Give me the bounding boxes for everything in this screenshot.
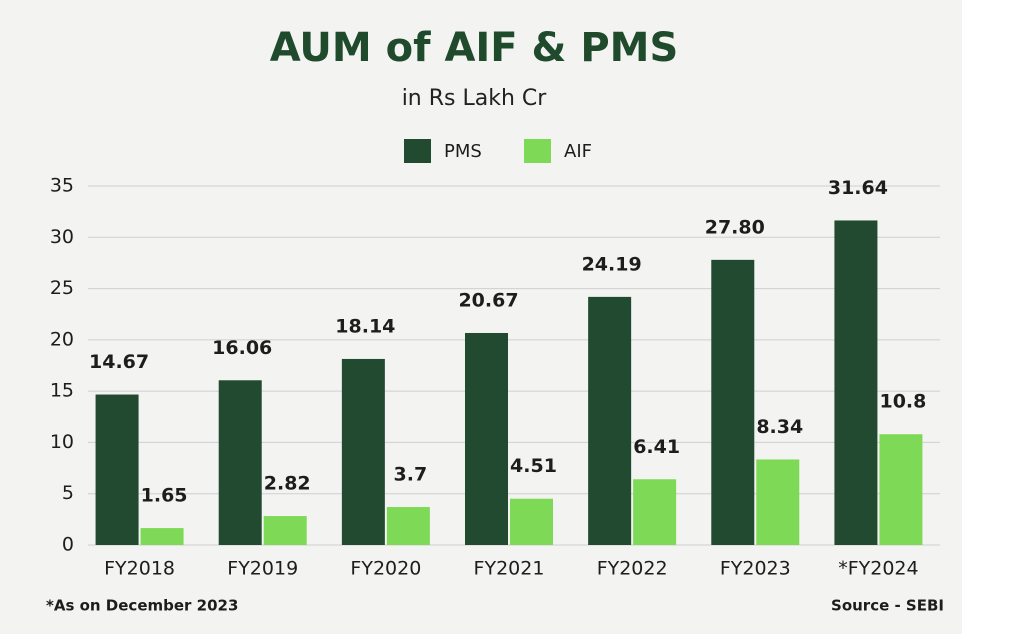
value-label: 10.8 [879,391,926,413]
y-tick-label: 0 [62,534,74,556]
legend-label: PMS [444,141,482,162]
value-label: 20.67 [458,289,518,311]
x-tick-label: FY2018 [104,558,175,580]
bar [711,259,755,545]
bar [386,507,430,545]
y-tick-label: 15 [50,380,74,402]
bar [834,220,878,546]
legend-swatch [404,139,431,163]
value-label: 6.41 [633,436,680,458]
footnote: *As on December 2023 [46,597,238,615]
bar [140,528,184,545]
bar [95,394,139,545]
value-label: 16.06 [212,337,272,359]
y-tick-label: 10 [50,431,74,453]
x-tick-label: FY2020 [350,558,421,580]
y-tick-label: 35 [50,175,74,197]
value-label: 8.34 [756,416,803,438]
value-label: 18.14 [335,315,395,337]
value-label: 24.19 [582,253,642,275]
x-tick-label: FY2023 [720,558,791,580]
chart-subtitle: in Rs Lakh Cr [402,86,548,111]
x-tick-label: FY2019 [227,558,298,580]
legend-label: AIF [564,141,592,162]
y-tick-label: 5 [62,482,74,504]
value-label: 1.65 [141,485,188,507]
value-label: 27.80 [705,216,765,238]
value-label: 14.67 [89,351,149,373]
bar [218,380,262,545]
value-label: 4.51 [510,455,557,477]
source: Source - SEBI [831,597,944,615]
y-tick-label: 20 [50,328,74,350]
bar [588,296,632,545]
x-tick-label: FY2021 [474,558,545,580]
value-label: 31.64 [828,177,888,199]
bar [633,479,677,545]
y-tick-label: 25 [50,277,74,299]
x-tick-label: FY2022 [597,558,668,580]
x-tick-label: *FY2024 [838,558,918,580]
y-tick-label: 30 [50,226,74,248]
bar [341,358,385,545]
bar [879,434,923,545]
chart-title: AUM of AIF & PMS [270,25,679,71]
bar [510,498,553,545]
value-label: 2.82 [264,473,311,495]
value-label: 3.7 [394,464,428,486]
bar [465,332,508,545]
bar [263,516,307,545]
legend-swatch [524,139,551,163]
bar [756,459,800,545]
